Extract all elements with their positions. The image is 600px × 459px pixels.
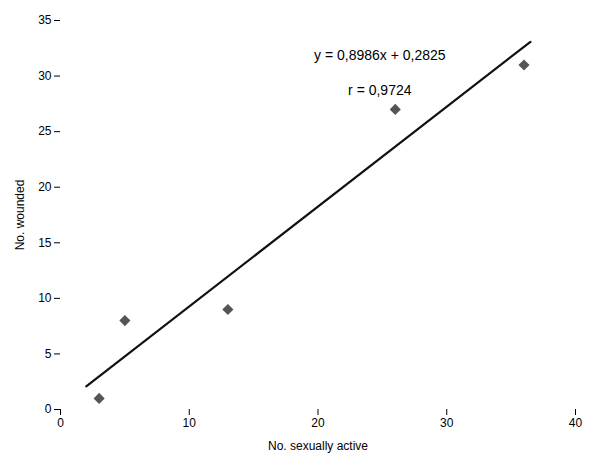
svg-text:20: 20 (38, 180, 52, 194)
svg-text:0: 0 (57, 416, 64, 430)
svg-text:30: 30 (440, 416, 454, 430)
svg-text:35: 35 (38, 13, 52, 27)
svg-text:20: 20 (311, 416, 325, 430)
svg-text:No. wounded: No. wounded (13, 180, 27, 251)
svg-text:0: 0 (45, 402, 52, 416)
svg-text:15: 15 (38, 236, 52, 250)
svg-text:30: 30 (38, 69, 52, 83)
svg-text:10: 10 (183, 416, 197, 430)
svg-text:25: 25 (38, 124, 52, 138)
svg-text:y = 0,8986x + 0,2825: y = 0,8986x + 0,2825 (314, 47, 446, 63)
svg-text:40: 40 (569, 416, 583, 430)
svg-text:No. sexually active: No. sexually active (268, 439, 368, 453)
svg-text:r = 0,9724: r = 0,9724 (348, 82, 412, 98)
svg-text:5: 5 (45, 347, 52, 361)
svg-text:10: 10 (38, 291, 52, 305)
